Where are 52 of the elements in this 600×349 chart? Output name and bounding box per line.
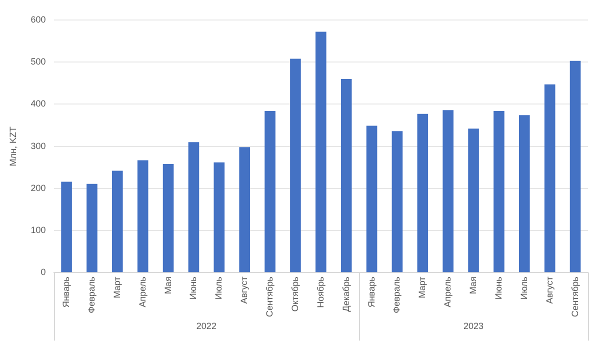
- x-tick-label: Ноябрь: [315, 276, 326, 308]
- bar: [137, 160, 148, 272]
- x-tick-label: Октябрь: [290, 276, 300, 312]
- x-tick-label: Апрель: [137, 276, 148, 308]
- x-tick-label: Июнь: [493, 276, 504, 300]
- x-tick-label: Декабрь: [340, 276, 351, 312]
- bar: [570, 60, 581, 272]
- x-tick-label: Мая: [468, 276, 478, 294]
- bar: [468, 128, 479, 272]
- x-tick-label: Апрель: [442, 276, 453, 308]
- bar: [162, 164, 174, 272]
- bar: [544, 84, 556, 272]
- bar: [366, 126, 378, 272]
- x-tick-label: Январь: [366, 276, 376, 308]
- y-tick-label: 0: [40, 267, 46, 278]
- y-tick-label: 200: [30, 182, 46, 193]
- y-tick-label: 300: [30, 140, 46, 151]
- bar: [61, 182, 72, 272]
- bar: [340, 78, 352, 272]
- x-tick-label: Мая: [162, 276, 173, 294]
- x-tick-label: Август: [544, 276, 554, 304]
- y-axis-title: Млн, KZT: [8, 126, 18, 166]
- y-tick-label: 500: [30, 56, 46, 67]
- x-tick-label: Сентябрь: [570, 276, 580, 318]
- bar: [392, 131, 403, 272]
- x-tick-label: Июль: [518, 276, 529, 300]
- x-tick-label: Июль: [214, 276, 224, 300]
- x-tick-label: Сентябрь: [264, 276, 275, 318]
- text: 2023: [464, 321, 484, 332]
- bar: [494, 110, 504, 272]
- x-tick-label: Июнь: [188, 276, 198, 300]
- bar: [442, 110, 454, 272]
- x-tick-label: Август: [239, 276, 250, 304]
- bar: [112, 170, 123, 272]
- bar: [214, 162, 225, 272]
- x-tick-label: Январь: [61, 276, 72, 308]
- x-tick-label: Февраль: [392, 276, 402, 314]
- y-tick-label: 600: [30, 14, 46, 24]
- x-tick-label: Март: [417, 276, 428, 298]
- bar: [188, 142, 200, 272]
- bar: [316, 32, 326, 272]
- text: 2022: [196, 321, 216, 332]
- bar: [264, 110, 276, 272]
- bar: [417, 114, 428, 272]
- bar: [239, 147, 250, 272]
- bar: [290, 58, 301, 272]
- x-tick-label: Февраль: [86, 276, 96, 314]
- x-tick-label: Март: [112, 276, 122, 298]
- bar: [86, 184, 98, 272]
- y-tick-label: 100: [30, 225, 46, 236]
- bar: [519, 115, 530, 272]
- y-tick-label: 400: [30, 98, 46, 109]
